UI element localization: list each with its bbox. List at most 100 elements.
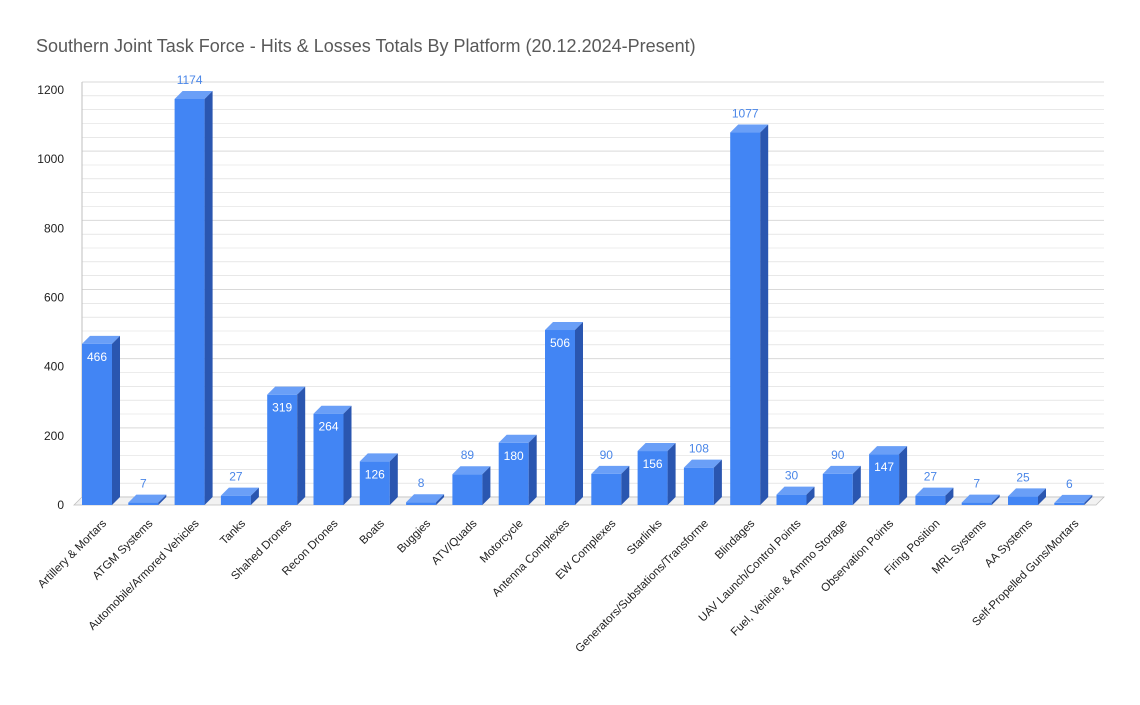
bar: [683, 459, 722, 505]
bar: [776, 486, 815, 505]
bar-side: [1038, 488, 1046, 505]
y-tick-label: 400: [44, 360, 64, 374]
y-tick-label: 1000: [37, 152, 64, 166]
bar-side: [991, 494, 1000, 505]
bar-front: [730, 132, 761, 505]
bar-side: [250, 487, 259, 505]
bar-front: [591, 473, 622, 505]
bar-side: [667, 443, 676, 505]
y-tick-label: 1200: [37, 83, 64, 97]
bar: [174, 90, 213, 505]
bar: [545, 322, 583, 505]
bar: [822, 465, 861, 505]
bar-front: [220, 495, 251, 505]
gridlines: [73, 81, 1105, 506]
x-category-label: Antenna Complexes: [490, 517, 572, 599]
bar-top: [220, 487, 259, 496]
data-label: 6: [1066, 477, 1073, 491]
x-category-label: Blindages: [713, 517, 757, 561]
bar: [730, 124, 769, 505]
data-label: 466: [87, 350, 107, 364]
data-labels: 466 7 1174 27 319 264 126 8 89 180 506 90 156 108 1077…: [87, 73, 1073, 491]
bar-side: [158, 494, 167, 505]
bar-front: [128, 502, 159, 505]
bar: [591, 465, 630, 505]
y-tick-label: 600: [44, 291, 64, 305]
data-label: 180: [504, 449, 524, 463]
bar-side: [760, 124, 769, 505]
bar-front: [267, 394, 298, 505]
bar-front: [174, 98, 205, 505]
y-tick-label: 200: [44, 429, 64, 443]
bar: [313, 405, 352, 505]
data-label: 7: [973, 477, 980, 491]
bar: [1008, 488, 1046, 505]
data-label: 126: [365, 467, 385, 481]
x-category-label: Tanks: [218, 517, 248, 547]
y-axis: 0 200 400 600 800 1000 1200: [37, 83, 64, 512]
bar-top: [683, 459, 722, 468]
bar-side: [899, 446, 908, 505]
bars: [82, 90, 1093, 505]
chart-title: Southern Joint Task Force - Hits & Losse…: [36, 36, 696, 56]
bar-side: [482, 466, 491, 505]
bar-front: [961, 502, 992, 505]
bar-top: [174, 90, 213, 99]
bar: [82, 335, 120, 505]
data-label: 30: [785, 469, 799, 483]
data-label: 89: [461, 448, 475, 462]
bar-top: [822, 465, 861, 474]
bar: [267, 386, 306, 505]
bar-top: [82, 335, 120, 344]
bar-top: [869, 446, 908, 455]
bar: [359, 453, 398, 505]
data-label: 25: [1016, 470, 1030, 484]
bar-side: [621, 465, 630, 505]
bar-front: [359, 461, 390, 505]
bar-front: [498, 442, 529, 505]
bar: [869, 446, 908, 505]
data-label: 264: [318, 420, 338, 434]
bar-top: [267, 386, 306, 395]
bar-top: [776, 486, 815, 495]
bar: [452, 466, 491, 505]
data-label: 90: [600, 448, 614, 462]
x-category-label: Starlinks: [625, 517, 665, 557]
bar: [1054, 494, 1093, 505]
bar: [961, 494, 1000, 505]
bar-front: [406, 502, 437, 505]
bar-top: [313, 405, 352, 414]
data-label: 27: [924, 470, 938, 484]
bar-side: [528, 434, 537, 505]
data-label: 156: [643, 457, 663, 471]
bar: [220, 487, 259, 505]
bar-top: [406, 494, 445, 503]
x-category-label: ATV/Quads: [430, 517, 480, 567]
x-category-label: Motorcycle: [478, 518, 526, 566]
data-label: 319: [272, 401, 292, 415]
bar: [637, 443, 676, 505]
bar-side: [945, 487, 954, 505]
bar-top: [1054, 494, 1093, 503]
bar: [406, 494, 445, 505]
data-label: 1174: [177, 73, 203, 87]
bar-side: [575, 322, 583, 505]
bar-top: [1008, 488, 1046, 497]
bar-top: [452, 466, 491, 475]
bar-side: [806, 486, 815, 505]
bar-front: [683, 467, 714, 505]
data-label: 27: [229, 470, 243, 484]
data-label: 7: [140, 477, 147, 491]
data-label: 108: [689, 442, 709, 456]
bar-side: [112, 335, 120, 505]
data-label: 1077: [732, 107, 759, 121]
bar-side: [343, 405, 352, 505]
bar-side: [713, 459, 722, 505]
y-tick-label: 800: [44, 221, 64, 235]
bar-top: [915, 487, 954, 496]
bar-front: [637, 451, 668, 505]
bar-side: [436, 494, 445, 505]
bar: [498, 434, 537, 505]
